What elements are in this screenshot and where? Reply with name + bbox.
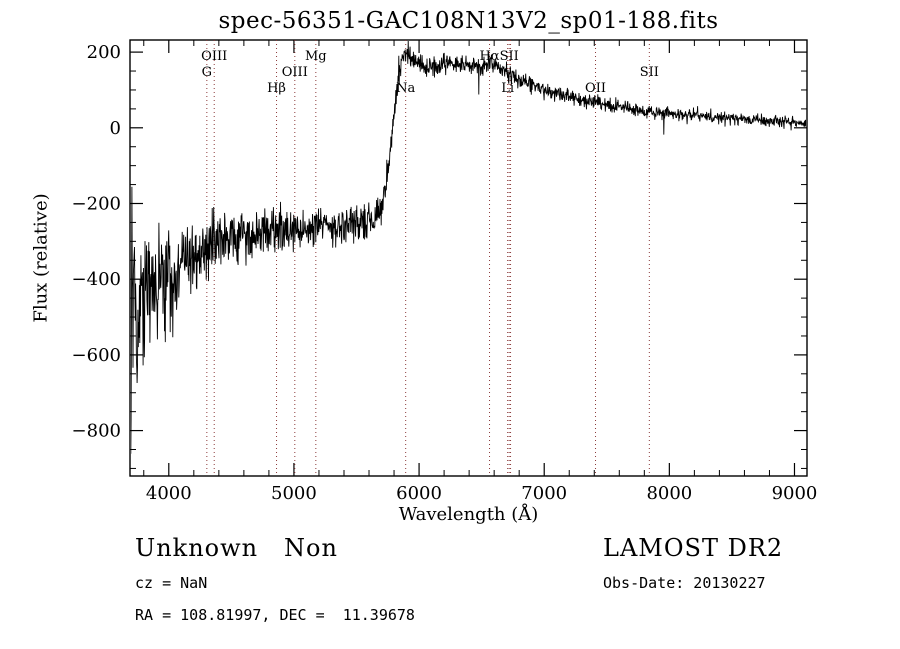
y-tick-label: 0	[110, 118, 121, 139]
spectral-line-label: OII	[585, 81, 606, 96]
plot-frame	[129, 39, 808, 477]
y-tick-label: 200	[87, 42, 121, 63]
y-tick-label: −800	[72, 421, 121, 442]
spectral-line-label: OIII	[282, 65, 308, 80]
x-tick-label: 6000	[396, 483, 442, 504]
obs-date-text: Obs-Date: 20130227	[603, 574, 766, 592]
x-tick-label: 4000	[146, 483, 192, 504]
spectrum-trace	[131, 41, 806, 454]
spectral-line-label: G	[202, 65, 212, 80]
spectral-line-label: Mg	[305, 49, 327, 64]
x-tick-label: 5000	[271, 483, 317, 504]
x-axis-label: Wavelength (Å)	[398, 504, 539, 525]
spectrum-plot: 4000 5000 6000 7000 8000 9000 200 0 −200 −400 −600…	[72, 39, 818, 504]
cz-text: cz = NaN	[135, 574, 208, 592]
ra-dec-text: RA = 108.81997, DEC = 11.39678	[135, 606, 415, 624]
classification-text: Unknown Non	[135, 534, 338, 562]
spectral-line-label: SII	[500, 49, 519, 64]
x-tick-label: 8000	[646, 483, 692, 504]
spectral-line-label: Li	[501, 81, 514, 96]
spectral-line-label: SII	[640, 65, 659, 80]
y-tick-label: −200	[72, 194, 121, 215]
y-tick-label: −400	[72, 269, 121, 290]
spectral-line-label: OIII	[201, 49, 227, 64]
plot-title: spec-56351-GAC108N13V2_sp01-188.fits	[218, 8, 719, 34]
spectral-line-label: Hβ	[267, 81, 286, 96]
y-tick-label: −600	[72, 345, 121, 366]
spectral-line-label: Hα	[479, 49, 499, 64]
spectral-line-label: Na	[396, 81, 415, 96]
survey-release-text: LAMOST DR2	[603, 534, 784, 562]
x-tick-label: 7000	[521, 483, 567, 504]
x-tick-label: 9000	[772, 483, 818, 504]
